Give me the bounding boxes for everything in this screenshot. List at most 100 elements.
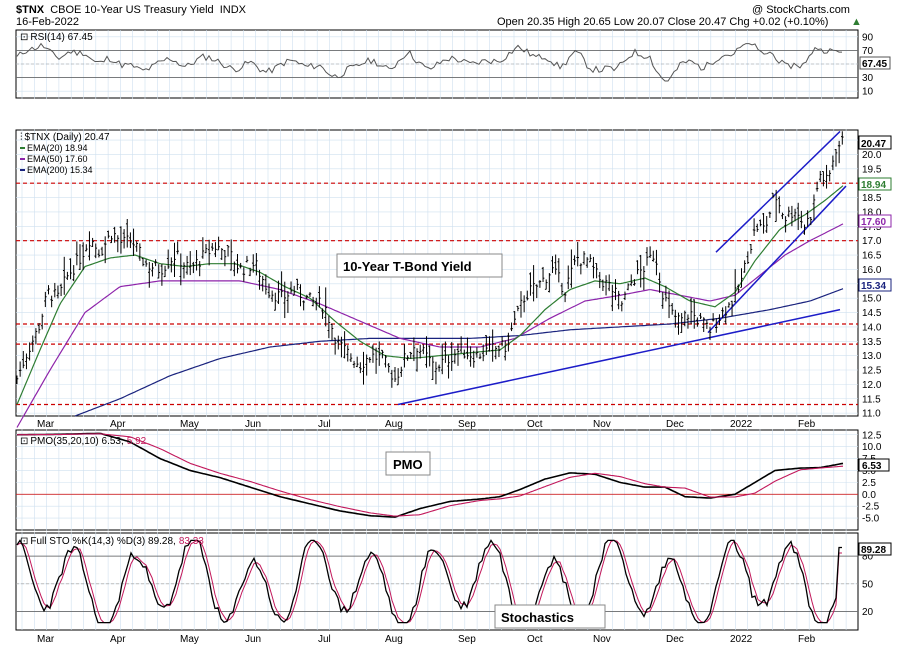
month-label-price: 2022	[730, 419, 753, 430]
pmo-line	[16, 432, 844, 518]
rsi-current-value: 67.45	[862, 59, 887, 70]
month-label-bottom: Mar	[37, 634, 55, 645]
channel-lower-trendline	[707, 185, 847, 334]
bar-marker-icon: ⫶	[20, 132, 23, 143]
price-tick-label: 19.5	[862, 164, 882, 175]
ema200-line	[74, 288, 844, 417]
pmo-annotation-box	[385, 451, 431, 476]
symbol: $TNX	[16, 4, 45, 16]
sto-current-value: 89.28	[861, 545, 886, 556]
ema-legend: EMA(20) 18.94 EMA(50) 17.60 EMA(200) 15.…	[20, 143, 93, 175]
pmo-marker-icon: ⊡	[20, 436, 28, 447]
panel-gap	[15, 98, 859, 130]
ema50-current-value: 17.60	[861, 217, 886, 228]
rsi-tick-label: 10	[862, 87, 874, 98]
price-tick-label: 13.0	[862, 351, 882, 362]
price-tick-label: 14.0	[862, 322, 882, 333]
month-label-price: Dec	[666, 419, 684, 430]
pmo-annotation: PMO	[393, 457, 423, 472]
month-label-bottom: Jun	[245, 634, 261, 645]
channel-upper-trendline	[715, 130, 841, 253]
month-label-bottom: Nov	[593, 634, 611, 645]
price-label: ⫶ $TNX (Daily) 20.47	[20, 132, 110, 143]
pmo-tick-label: 0.0	[862, 490, 876, 501]
sto-tick-label: 50	[862, 579, 874, 590]
ema200-current-box	[858, 278, 892, 292]
pmo-tick-label: 2.5	[862, 478, 876, 489]
panel-labels: ⊡ RSI(14) 67.45 ⫶ $TNX (Daily) 20.47 EMA(2…	[20, 32, 204, 547]
price-tick-label: 20.0	[862, 150, 882, 161]
pmo-tick-label: 10.0	[862, 442, 882, 453]
ema50-legend: EMA(50) 17.60	[27, 154, 88, 164]
month-label-price: Nov	[593, 419, 611, 430]
rsi-tick-label: 30	[862, 73, 874, 84]
month-label-price: Jun	[245, 419, 261, 430]
pmo-current-box	[858, 458, 890, 472]
copyright: @ StockCharts.com	[752, 4, 850, 16]
month-label-bottom: May	[180, 634, 199, 645]
pmo-current-value: 6.53	[862, 461, 882, 472]
pmo-tick-label: -2.5	[862, 502, 880, 513]
price-tick-label: 17.0	[862, 236, 882, 247]
rsi-tick-label: 70	[862, 46, 874, 57]
pmo-label: ⊡ PMO(35,20,10) 6.53, 5.92	[20, 436, 147, 447]
month-label-bottom: Oct	[527, 634, 543, 645]
chart-date: 16-Feb-2022	[16, 16, 79, 28]
sto-panel	[15, 532, 859, 631]
month-label-bottom: Jul	[318, 634, 331, 645]
long-rising-trendline	[397, 308, 841, 406]
sto-annotation-box	[494, 604, 606, 629]
current-value-boxes: 67.45 20.47 18.94 17.60 15.34 6.53 89.28	[858, 56, 892, 556]
price-tick-label: 12.5	[862, 366, 882, 377]
price-tick-label: 15.0	[862, 294, 882, 305]
ema200-legend: EMA(200) 15.34	[27, 165, 93, 175]
rsi-line	[16, 42, 842, 82]
month-label-price: Aug	[385, 419, 403, 430]
price-tick-label: 16.5	[862, 251, 882, 262]
chart-header: $TNX CBOE 10-Year US Treasury Yield INDX…	[16, 4, 862, 28]
price-tick-label: 18.5	[862, 193, 882, 204]
month-label-bottom: Sep	[458, 634, 476, 645]
bond-yield-annotation: 10-Year T-Bond Yield	[343, 259, 472, 274]
month-label-price: Oct	[527, 419, 543, 430]
pmo-tick-label: -5.0	[862, 514, 880, 525]
price-tick-label: 13.5	[862, 337, 882, 348]
ema20-current-value: 18.94	[861, 180, 886, 191]
sto-current-box	[858, 542, 892, 556]
sto-k-line	[16, 539, 842, 624]
bond-yield-annotation-box	[336, 253, 503, 278]
price-tick-label: 11.0	[862, 409, 881, 420]
ema20-current-box	[858, 177, 892, 191]
month-label-price: May	[180, 419, 199, 430]
annotations: 10-Year T-Bond Yield PMO Stochastics	[336, 253, 606, 629]
sto-tick-label: 80	[862, 552, 874, 563]
pmo-signal-line	[16, 433, 844, 517]
panel-gap	[15, 416, 859, 430]
symbol-title: $TNX CBOE 10-Year US Treasury Yield INDX	[16, 4, 247, 16]
ema50-current-box	[858, 214, 892, 228]
panel-gap	[15, 530, 859, 533]
rsi-current-box	[859, 56, 891, 70]
price-current-value: 20.47	[861, 139, 886, 150]
price-bars	[15, 131, 844, 388]
price-tick-label: 18.0	[862, 207, 882, 218]
price-tick-label: 11.5	[862, 394, 881, 405]
month-label-price: Feb	[798, 419, 816, 430]
sto-annotation: Stochastics	[501, 610, 574, 625]
rsi-label: ⊡ RSI(14) 67.45	[20, 32, 93, 43]
ohlc-readout: Open 20.35 High 20.65 Low 20.07 Close 20…	[497, 16, 828, 28]
month-label-bottom: Apr	[110, 634, 126, 645]
month-label-price: Mar	[37, 419, 55, 430]
ema50-line	[16, 223, 844, 428]
sto-label: ⊡ Full STO %K(14,3) %D(3) 89.28, 83.33	[20, 536, 204, 547]
rsi-tick-label: 90	[862, 32, 874, 43]
ema20-legend: EMA(20) 18.94	[27, 143, 88, 153]
exchange: INDX	[220, 4, 247, 16]
price-tick-label: 14.5	[862, 308, 882, 319]
price-tick-label: 12.0	[862, 380, 882, 391]
month-label-price: Jul	[318, 419, 331, 430]
price-current-box	[858, 135, 892, 150]
up-arrow-icon: ▲	[851, 16, 862, 28]
month-label-bottom: Aug	[385, 634, 403, 645]
